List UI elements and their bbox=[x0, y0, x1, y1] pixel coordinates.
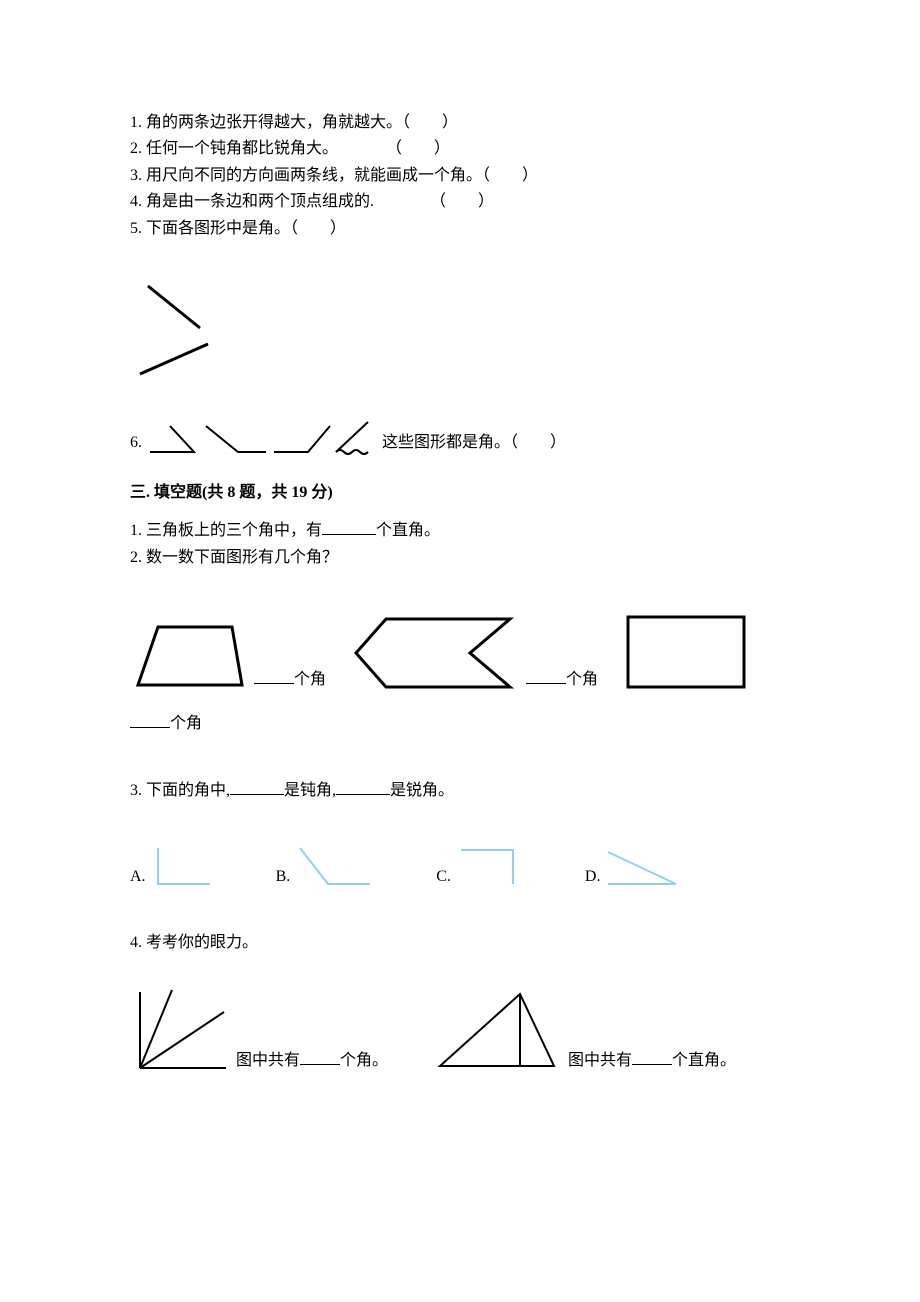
tf-q6-prefix: 6. bbox=[130, 430, 142, 456]
count-label: 个角 bbox=[170, 715, 202, 732]
fan-angles: 图中共有 个角。 bbox=[130, 984, 388, 1074]
blank[interactable] bbox=[336, 778, 390, 795]
fill-q1: 1. 三角板上的三个角中，有 个直角。 bbox=[130, 518, 790, 544]
opt-d-label: D. bbox=[585, 864, 601, 890]
shape-arrow: 个角 bbox=[350, 613, 598, 693]
shape-trapezoid: 个角 bbox=[130, 619, 326, 693]
shape-rectangle bbox=[622, 611, 750, 693]
fill-q4-figures: 图中共有 个角。 图中共有 个直角。 bbox=[130, 984, 790, 1074]
fill-q2-figures: 个角 个角 bbox=[130, 611, 790, 693]
blank[interactable] bbox=[322, 518, 376, 535]
fill-q3-a: 3. 下面的角中, bbox=[130, 782, 230, 799]
shape-rectangle-label: 个角 bbox=[130, 711, 790, 737]
option-d: D. bbox=[585, 844, 687, 890]
opt-b-label: B. bbox=[276, 864, 291, 890]
count-label: 个角 bbox=[294, 671, 326, 688]
option-c: C. bbox=[436, 844, 525, 890]
blank[interactable] bbox=[526, 667, 566, 684]
blank[interactable] bbox=[130, 711, 170, 728]
blank[interactable] bbox=[254, 667, 294, 684]
tf-q4: 4. 角是由一条边和两个顶点组成的. （ ） bbox=[130, 189, 790, 215]
triangle-with-altitude: 图中共有 个直角。 bbox=[432, 984, 736, 1074]
fill-q1-b: 个直角。 bbox=[376, 522, 440, 539]
tf-q6-suffix: 这些图形都是角。（ ） bbox=[382, 430, 566, 456]
tf-q6: 6. 这些图形都是角。（ ） bbox=[130, 416, 790, 456]
fill-q1-a: 1. 三角板上的三个角中，有 bbox=[130, 522, 322, 539]
blank[interactable] bbox=[230, 778, 284, 795]
option-a: A. bbox=[130, 844, 216, 890]
tf-q3: 3. 用尺向不同的方向画两条线，就能画成一个角。（ ） bbox=[130, 163, 790, 189]
count-label: 个角 bbox=[566, 671, 598, 688]
fill-q4: 4. 考考你的眼力。 bbox=[130, 930, 790, 956]
fill-q2: 2. 数一数下面图形有几个角？ bbox=[130, 545, 790, 571]
fill-q3-b: 是钝角, bbox=[284, 782, 336, 799]
tf-q5: 5. 下面各图形中是角。（ ） bbox=[130, 216, 790, 242]
opt-a-label: A. bbox=[130, 864, 146, 890]
tf-q1: 1. 角的两条边张开得越大，角就越大。（ ） bbox=[130, 110, 790, 136]
q4b-suffix: 个直角。 bbox=[672, 1052, 736, 1069]
fill-q3: 3. 下面的角中, 是钝角, 是锐角。 bbox=[130, 778, 790, 804]
option-b: B. bbox=[276, 844, 377, 890]
q4a-prefix: 图中共有 bbox=[236, 1052, 300, 1069]
tf-q6-figure bbox=[146, 416, 376, 456]
opt-c-label: C. bbox=[436, 864, 451, 890]
blank[interactable] bbox=[300, 1048, 340, 1065]
tf-q2: 2. 任何一个钝角都比锐角大。 （ ） bbox=[130, 136, 790, 162]
q4a-suffix: 个角。 bbox=[340, 1052, 388, 1069]
blank[interactable] bbox=[632, 1048, 672, 1065]
q4b-prefix: 图中共有 bbox=[568, 1052, 632, 1069]
fill-q3-options: A. B. C. D. bbox=[130, 844, 790, 890]
tf-q5-figure bbox=[130, 278, 790, 388]
fill-q3-c: 是锐角。 bbox=[390, 782, 454, 799]
section3-title: 三. 填空题(共 8 题，共 19 分) bbox=[130, 480, 790, 506]
